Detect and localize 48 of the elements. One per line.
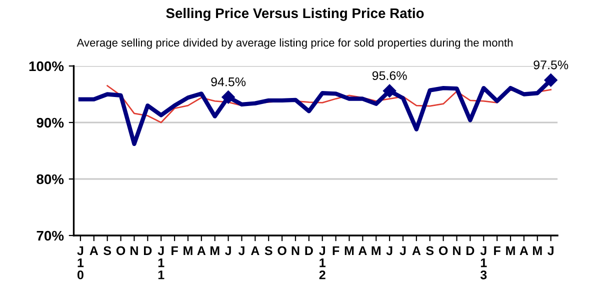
- data-label: 97.5%: [534, 60, 568, 70]
- x-tick-label: N: [130, 246, 138, 255]
- chart-subtitle: Average selling price divided by average listing price for sold properties during the month: [76, 38, 513, 49]
- y-tick-label: 80%: [36, 174, 64, 184]
- x-tick-label: M: [533, 246, 542, 255]
- y-tick-label: 90%: [36, 118, 64, 128]
- data-label: 95.6%: [372, 71, 407, 80]
- x-tick-label: S: [104, 246, 112, 256]
- x-tick-label: F: [332, 246, 340, 255]
- point: [382, 84, 396, 98]
- x-tick-label: M: [372, 246, 380, 255]
- x-tick-label: J: [238, 246, 244, 256]
- x-tick-label: J 1 0: [77, 246, 84, 280]
- chart-title: Selling Price Versus Listing Price Ratio: [166, 8, 424, 21]
- x-tick-label: O: [278, 246, 286, 256]
- x-tick-label: D: [305, 246, 313, 255]
- y-tick-label: 100%: [29, 61, 64, 72]
- x-tick-label: J 1 3: [480, 246, 487, 280]
- x-tick-label: M: [344, 246, 354, 255]
- x-tick-label: A: [358, 246, 367, 255]
- x-tick-label: S: [264, 246, 272, 256]
- x-tick-label: J 1 1: [158, 246, 164, 280]
- x-tick-label: A: [412, 246, 421, 255]
- y-tick-label: 70%: [36, 230, 64, 241]
- x-tick-label: J: [225, 246, 231, 256]
- x-tick-label: A: [90, 246, 98, 255]
- x-tick-label: M: [506, 246, 515, 255]
- x-tick-label: N: [292, 246, 300, 255]
- point: [222, 90, 235, 104]
- x-tick-label: N: [453, 246, 460, 255]
- x-tick-label: J 1 2: [319, 246, 326, 280]
- data-label: 94.5%: [211, 77, 246, 86]
- x-tick-label: F: [494, 246, 500, 255]
- x-tick-label: J: [386, 246, 392, 256]
- x-tick-label: A: [520, 246, 528, 255]
- x-tick-label: O: [438, 246, 448, 256]
- x-tick-label: D: [466, 246, 474, 255]
- point: [544, 74, 558, 87]
- x-tick-label: O: [116, 246, 126, 256]
- x-tick-label: A: [197, 246, 206, 255]
- x-tick-label: J: [400, 246, 406, 256]
- x-tick-label: F: [172, 246, 178, 255]
- x-tick-label: S: [426, 246, 434, 256]
- x-tick-label: D: [144, 246, 152, 255]
- x-tick-label: J: [548, 246, 554, 256]
- x-tick-label: M: [210, 246, 220, 255]
- x-tick-label: A: [250, 246, 260, 255]
- x-tick-label: M: [184, 246, 192, 255]
